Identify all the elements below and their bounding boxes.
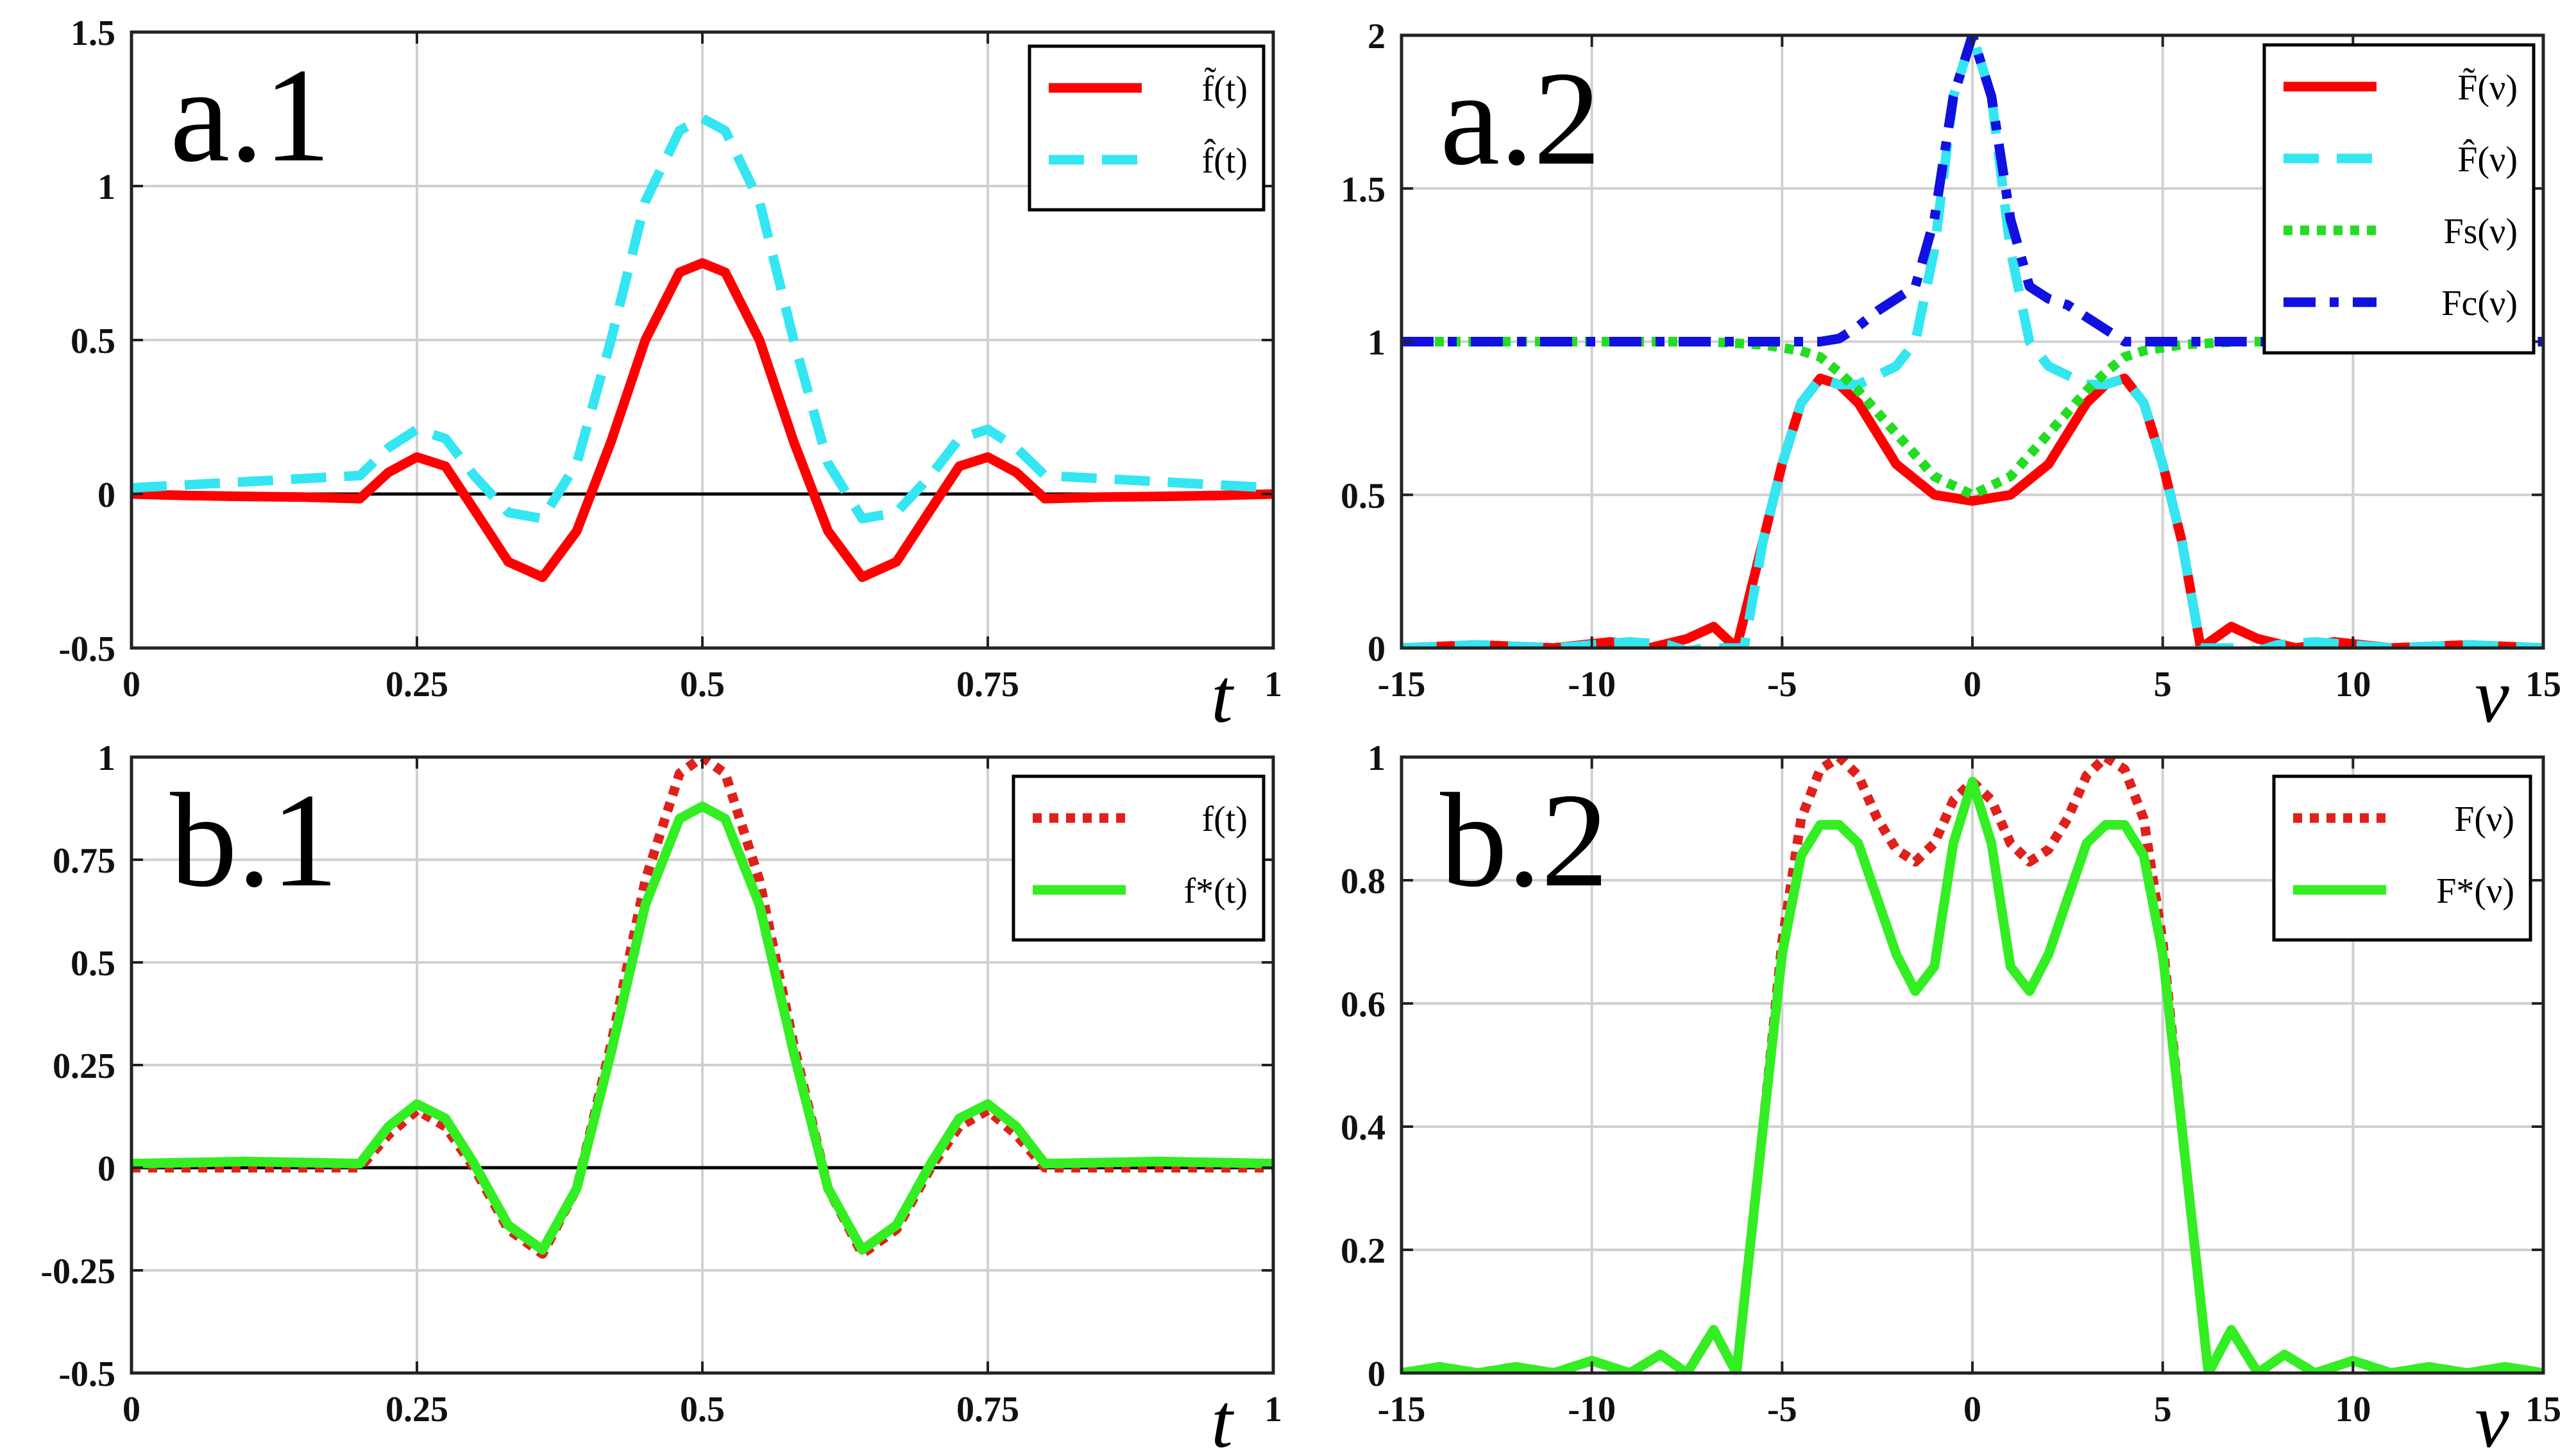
panel-label: a.1 [170, 41, 331, 190]
y-tick-label: 0.5 [1341, 476, 1385, 516]
y-tick-label: -0.5 [58, 629, 115, 669]
x-tick-label-end: 1 [1264, 665, 1282, 704]
x-tick-label: 0 [1963, 665, 1981, 704]
series-line-a1-1 [131, 113, 1273, 524]
legend-label-0: F(ν) [2454, 799, 2514, 839]
x-tick-label: 0.5 [680, 1390, 725, 1429]
x-axis-label: ν [2475, 1378, 2509, 1450]
chart-panel-a2: -15 -10 -5 0 5 10 15 0 0.5 1 1.5 2 ν a.2 F̃(ν) F̂(ν) Fs(… [1341, 17, 2561, 738]
x-tick-label: -15 [1378, 1390, 1426, 1429]
x-tick-label: 0.5 [680, 665, 725, 704]
series-line-a2-0 [1402, 373, 2543, 648]
legend-box [1012, 774, 1266, 942]
x-axis-label: t [1211, 653, 1234, 738]
series-line-a2-2 [1402, 337, 2543, 500]
x-tick-label: -5 [1767, 1390, 1797, 1429]
x-tick-label: 0.75 [956, 1390, 1019, 1429]
y-tick-label: 0.25 [53, 1046, 115, 1086]
legend-box [2272, 774, 2532, 942]
legend-label-0: f(t) [1201, 799, 1248, 839]
x-tick-label: 0 [123, 1390, 140, 1429]
legend-label-1: f̂(t) [1201, 138, 1248, 181]
legend: F(ν) F*(ν) [2272, 774, 2532, 942]
x-tick-label: 5 [2154, 665, 2172, 704]
y-tick-label: 0 [97, 475, 115, 515]
y-tick-label: 1 [97, 738, 115, 778]
legend-label-0: f̃(t) [1201, 67, 1248, 109]
y-tick-label: 0 [1368, 1354, 1385, 1394]
x-tick-label: -10 [1568, 665, 1616, 704]
x-tick-label-end: 15 [2525, 1390, 2561, 1429]
y-tick-label: 1.5 [1341, 170, 1385, 210]
series-line-a2-3 [1402, 35, 2543, 346]
y-tick-label: 0.2 [1341, 1231, 1385, 1271]
series-line-a1-0 [131, 258, 1273, 583]
y-tick-label: 0 [1368, 629, 1385, 669]
x-axis-label: ν [2475, 653, 2509, 738]
x-tick-label: 5 [2154, 1390, 2172, 1429]
panel-label: a.2 [1440, 44, 1601, 193]
series-line-b2-1 [1402, 776, 2543, 1373]
legend: F̃(ν) F̂(ν) Fs(ν) Fc(ν) [2262, 43, 2536, 355]
legend: f(t) f*(t) [1012, 774, 1266, 942]
x-tick-label: 0.75 [956, 665, 1019, 704]
x-tick-label: 0 [123, 665, 140, 704]
chart-panel-a1: 0 0.25 0.5 0.75 1-0.500.511.5ta.1 f̃(t)f̂(t) [58, 13, 1282, 738]
y-tick-label: 1 [1368, 738, 1385, 778]
panel-label: b.2 [1440, 766, 1609, 915]
panel-label: b.1 [170, 766, 339, 915]
x-tick-label: 0 [1963, 1390, 1981, 1429]
legend-label-1: F*(ν) [2436, 871, 2514, 911]
x-tick-label: -10 [1568, 1390, 1616, 1429]
x-tick-label: -5 [1767, 665, 1797, 704]
y-tick-label: 0.6 [1341, 985, 1385, 1025]
x-tick-label: 0.25 [386, 665, 448, 704]
x-tick-label-end: 1 [1264, 1390, 1282, 1429]
legend-label-1: f*(t) [1183, 871, 1248, 911]
x-tick-label: -15 [1378, 665, 1426, 704]
y-tick-label: 0.5 [71, 321, 115, 361]
series-line-b1-1 [131, 801, 1273, 1255]
x-tick-label: 0.25 [386, 1390, 448, 1429]
x-tick-label-end: 15 [2525, 665, 2561, 704]
legend-label-0: F̃(ν) [2457, 67, 2518, 108]
series-line-b1-0 [131, 757, 1273, 1259]
x-axis-label: t [1211, 1378, 1234, 1450]
y-tick-label: 0.5 [71, 944, 115, 984]
y-tick-label: 0 [97, 1149, 115, 1189]
y-tick-label: 0.75 [53, 841, 115, 881]
legend-label-1: F̂(ν) [2457, 139, 2518, 180]
legend-label-3: Fc(ν) [2441, 284, 2518, 323]
legend-box [1028, 44, 1266, 212]
x-tick-label: 10 [2335, 1390, 2371, 1429]
y-tick-label: -0.5 [58, 1354, 115, 1394]
y-tick-label: 1.5 [71, 13, 115, 53]
legend: f̃(t) f̂(t) [1028, 44, 1266, 212]
chart-panel-b2: -15 -10 -5 0 5 10 15 0 0.2 0.4 0.6 0.8 1 ν b.2 F(ν) F*(ν… [1341, 738, 2561, 1450]
y-tick-label: -0.25 [40, 1252, 115, 1292]
x-tick-label: 10 [2335, 665, 2371, 704]
y-tick-label: 0.8 [1341, 862, 1385, 901]
y-tick-label: 1 [97, 167, 115, 207]
y-tick-label: 1 [1368, 323, 1385, 363]
y-tick-label: 2 [1368, 17, 1385, 56]
legend-label-2: Fs(ν) [2443, 212, 2518, 252]
y-tick-label: 0.4 [1341, 1108, 1385, 1148]
